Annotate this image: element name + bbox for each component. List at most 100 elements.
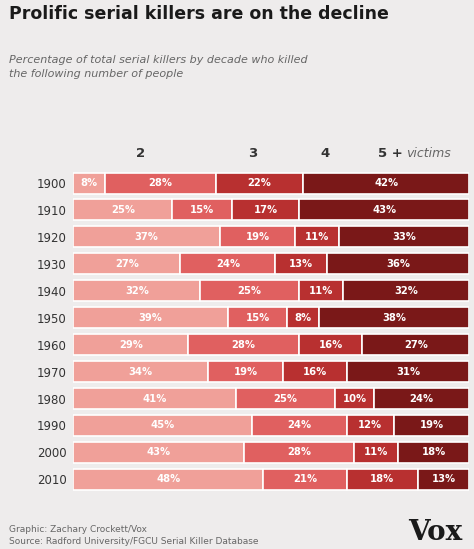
Text: 3: 3 [248, 147, 257, 160]
Bar [105, 172, 216, 194]
Bar [295, 226, 338, 248]
Bar [236, 388, 335, 409]
Bar [73, 334, 188, 355]
Text: 43%: 43% [372, 205, 396, 215]
Bar [418, 469, 469, 490]
Text: 11%: 11% [305, 232, 329, 242]
Bar [283, 361, 346, 382]
Bar [346, 469, 418, 490]
Bar [287, 307, 319, 328]
Text: 42%: 42% [374, 178, 398, 188]
Text: 32%: 32% [125, 286, 149, 296]
Bar [73, 172, 105, 194]
Bar [343, 281, 469, 301]
Text: 27%: 27% [404, 340, 428, 350]
Bar [73, 307, 228, 328]
Bar [244, 442, 355, 463]
Text: 11%: 11% [364, 447, 388, 457]
Text: 29%: 29% [119, 340, 143, 350]
Bar [338, 226, 469, 248]
Text: 31%: 31% [396, 367, 420, 377]
Text: 15%: 15% [190, 205, 214, 215]
Bar [73, 253, 180, 274]
Text: 27%: 27% [115, 259, 139, 269]
Bar [188, 334, 299, 355]
Text: 43%: 43% [146, 447, 171, 457]
Text: Vox: Vox [408, 519, 462, 546]
Text: 41%: 41% [142, 394, 167, 404]
Bar [299, 281, 343, 301]
Bar [327, 253, 469, 274]
Bar [264, 469, 346, 490]
Text: 38%: 38% [382, 313, 406, 323]
Bar [355, 442, 398, 463]
Text: 5 +: 5 + [378, 147, 403, 160]
Text: 13%: 13% [431, 474, 456, 484]
Text: Graphic: Zachary Crockett/Vox
Source: Radford University/FGCU Serial Killer Data: Graphic: Zachary Crockett/Vox Source: Ra… [9, 525, 259, 546]
Text: 11%: 11% [309, 286, 333, 296]
Bar [73, 388, 236, 409]
Text: 45%: 45% [150, 421, 174, 430]
Text: 8%: 8% [81, 178, 98, 188]
Bar [73, 281, 200, 301]
Text: 16%: 16% [319, 340, 343, 350]
Bar [252, 415, 346, 436]
Text: 2: 2 [136, 147, 146, 160]
Text: 10%: 10% [342, 394, 366, 404]
Bar [275, 253, 327, 274]
Bar [303, 172, 469, 194]
Text: 22%: 22% [247, 178, 272, 188]
Text: 18%: 18% [421, 447, 446, 457]
Text: 13%: 13% [289, 259, 313, 269]
Text: 33%: 33% [392, 232, 416, 242]
Text: 28%: 28% [148, 178, 173, 188]
Bar [73, 199, 173, 221]
Text: 4: 4 [320, 147, 329, 160]
Bar [208, 361, 283, 382]
Bar [398, 442, 469, 463]
Text: 28%: 28% [232, 340, 255, 350]
Bar [232, 199, 299, 221]
Text: 12%: 12% [358, 421, 383, 430]
Text: 19%: 19% [234, 367, 258, 377]
Text: 15%: 15% [246, 313, 270, 323]
Text: Prolific serial killers are on the decline: Prolific serial killers are on the decli… [9, 5, 389, 24]
Text: 34%: 34% [129, 367, 153, 377]
Text: 37%: 37% [135, 232, 159, 242]
Text: 25%: 25% [237, 286, 262, 296]
Text: 25%: 25% [273, 394, 297, 404]
Bar [216, 172, 303, 194]
Text: 16%: 16% [303, 367, 327, 377]
Bar [299, 199, 469, 221]
Bar [220, 226, 295, 248]
Text: 18%: 18% [370, 474, 394, 484]
Bar [73, 469, 264, 490]
Text: 48%: 48% [156, 474, 181, 484]
Bar [346, 361, 469, 382]
Bar [374, 388, 469, 409]
Bar [335, 388, 374, 409]
Text: 28%: 28% [287, 447, 311, 457]
Text: 17%: 17% [254, 205, 277, 215]
Bar [319, 307, 469, 328]
Text: victims: victims [406, 147, 451, 160]
Text: 32%: 32% [394, 286, 418, 296]
Bar [73, 226, 220, 248]
Text: 25%: 25% [111, 205, 135, 215]
Bar [228, 307, 287, 328]
Bar [73, 442, 244, 463]
Text: Percentage of total serial killers by decade who killed
the following number of : Percentage of total serial killers by de… [9, 55, 308, 79]
Text: 19%: 19% [246, 232, 270, 242]
Bar [299, 334, 363, 355]
Text: 8%: 8% [294, 313, 311, 323]
Text: 19%: 19% [419, 421, 444, 430]
Bar [394, 415, 469, 436]
Text: 36%: 36% [386, 259, 410, 269]
Text: 39%: 39% [139, 313, 163, 323]
Text: 24%: 24% [410, 394, 434, 404]
Text: 21%: 21% [293, 474, 317, 484]
Text: 24%: 24% [216, 259, 240, 269]
Bar [73, 361, 208, 382]
Bar [200, 281, 299, 301]
Text: 24%: 24% [287, 421, 311, 430]
